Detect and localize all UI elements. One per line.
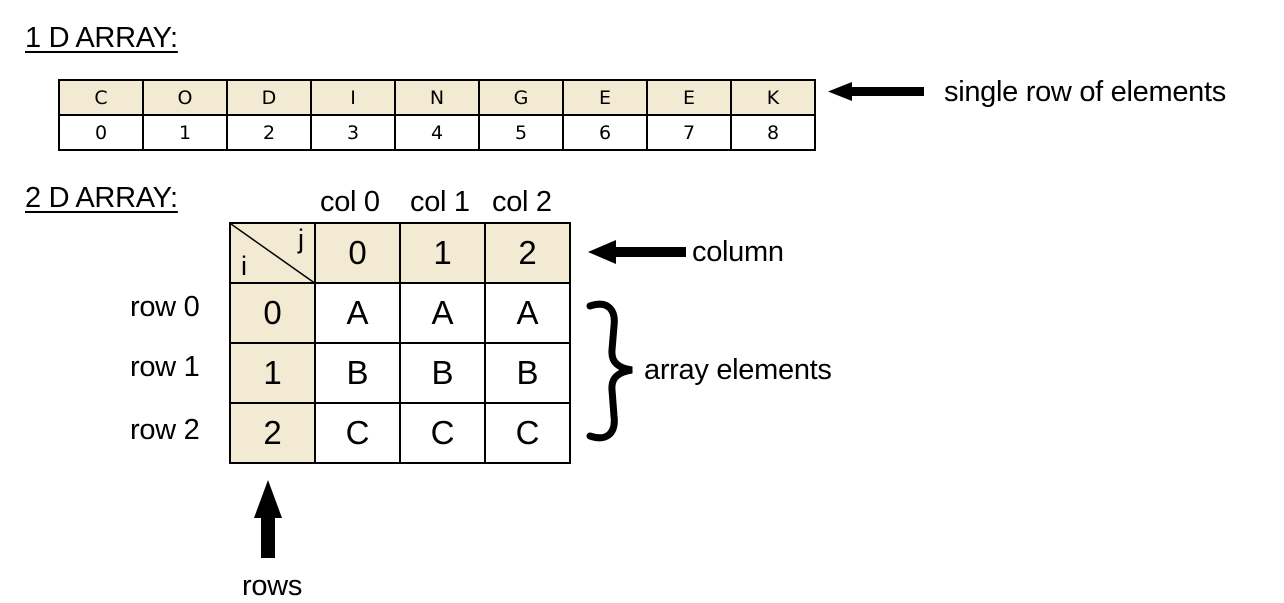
row-title-0: row 0 xyxy=(130,291,200,323)
left-arrow-icon xyxy=(828,82,924,101)
array-cell: D xyxy=(226,79,312,116)
one-d-char-row: C O D I N G E E K xyxy=(58,79,816,116)
col-index-cell: 1 xyxy=(399,222,486,284)
corner-i-label: i xyxy=(241,251,247,281)
row-title-2: row 2 xyxy=(130,414,200,446)
element-cell: A xyxy=(399,282,486,344)
array-cell: C xyxy=(58,79,144,116)
element-cell: B xyxy=(484,342,571,404)
corner-diagonal xyxy=(232,225,313,281)
two-d-header-row: j i 0 1 2 xyxy=(229,222,571,284)
one-d-heading: 1 D ARRAY: xyxy=(25,22,178,54)
table-row: 0 A A A xyxy=(229,282,571,344)
col-index-cell: 0 xyxy=(314,222,401,284)
col-index-cell: 2 xyxy=(484,222,571,284)
col-title-1: col 1 xyxy=(410,186,470,218)
col-title-0: col 0 xyxy=(320,186,380,218)
row-index-cell: 1 xyxy=(229,342,316,404)
array-cell: I xyxy=(310,79,396,116)
rows-label: rows xyxy=(242,570,303,602)
array-cell: O xyxy=(142,79,228,116)
element-cell: C xyxy=(314,402,401,464)
row-index-cell: 0 xyxy=(229,282,316,344)
array-cell: E xyxy=(562,79,648,116)
column-label: column xyxy=(692,236,784,268)
corner-j-label: j xyxy=(298,224,304,254)
index-cell: 8 xyxy=(730,114,816,151)
array-cell: N xyxy=(394,79,480,116)
one-d-array-table: C O D I N G E E K 0 1 2 3 4 5 6 7 8 xyxy=(58,79,816,151)
element-cell: A xyxy=(314,282,401,344)
single-row-label: single row of elements xyxy=(944,76,1226,108)
col-title-2: col 2 xyxy=(492,186,552,218)
right-brace-icon xyxy=(586,300,633,442)
up-arrow-icon xyxy=(254,480,282,558)
one-d-index-row: 0 1 2 3 4 5 6 7 8 xyxy=(58,114,816,151)
index-cell: 7 xyxy=(646,114,732,151)
array-cell: K xyxy=(730,79,816,116)
table-row: 2 C C C xyxy=(229,402,571,464)
two-d-array-table: j i 0 1 2 0 A A A 1 B B B 2 C C C xyxy=(229,222,571,464)
element-cell: C xyxy=(399,402,486,464)
element-cell: B xyxy=(314,342,401,404)
index-cell: 5 xyxy=(478,114,564,151)
index-cell: 6 xyxy=(562,114,648,151)
element-cell: A xyxy=(484,282,571,344)
index-cell: 1 xyxy=(142,114,228,151)
row-index-cell: 2 xyxy=(229,402,316,464)
corner-cell: j i xyxy=(229,222,316,284)
index-cell: 0 xyxy=(58,114,144,151)
index-cell: 2 xyxy=(226,114,312,151)
two-d-heading: 2 D ARRAY: xyxy=(25,182,178,214)
index-cell: 3 xyxy=(310,114,396,151)
array-cell: E xyxy=(646,79,732,116)
left-arrow-icon xyxy=(588,240,686,264)
table-row: 1 B B B xyxy=(229,342,571,404)
row-title-1: row 1 xyxy=(130,351,200,383)
element-cell: B xyxy=(399,342,486,404)
index-cell: 4 xyxy=(394,114,480,151)
array-cell: G xyxy=(478,79,564,116)
array-elements-label: array elements xyxy=(644,354,832,386)
element-cell: C xyxy=(484,402,571,464)
